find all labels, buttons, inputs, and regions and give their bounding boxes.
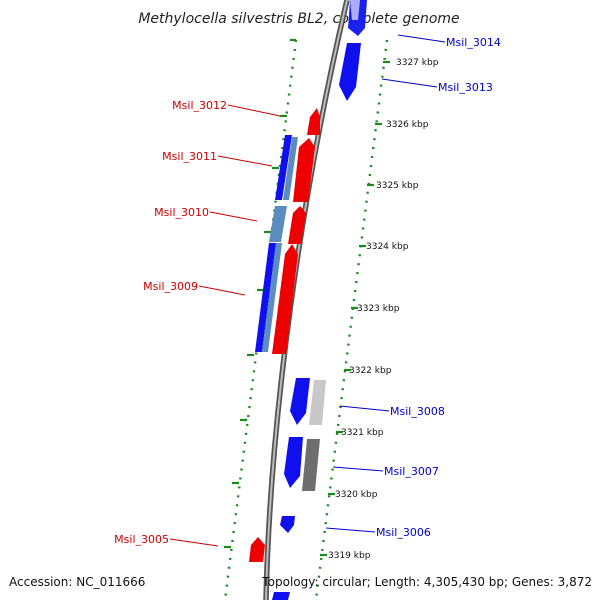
kbp-label: 3327 kbp xyxy=(396,58,439,68)
gene-feature-msil-3011[interactable] xyxy=(293,138,315,202)
gene-feature-msil-3009[interactable] xyxy=(272,244,298,354)
outer-ruler-ticks xyxy=(320,60,390,557)
kbp-labels: 3327 kbp 3326 kbp 3325 kbp 3324 kbp 3323… xyxy=(328,58,439,561)
gene-feature-msil-3010-cds xyxy=(269,206,287,242)
gene-feature-msil-3012[interactable] xyxy=(307,108,320,135)
map-title: Methylocella silvestris BL2, complete ge… xyxy=(138,11,459,27)
accession-text: Accession: NC_011666 xyxy=(9,575,145,589)
kbp-label: 3325 kbp xyxy=(376,181,419,191)
gene-label-msil-3009[interactable]: Msil_3009 xyxy=(143,280,198,293)
inner-ruler-ticks xyxy=(224,38,296,549)
kbp-label: 3324 kbp xyxy=(366,242,409,252)
genome-backbone xyxy=(263,0,350,600)
topology-text: Topology: circular; Length: 4,305,430 bp… xyxy=(261,575,592,589)
gene-feature-msil-3009-cds-light xyxy=(262,243,282,352)
gene-label-msil-3014[interactable]: Msil_3014 xyxy=(446,36,501,49)
kbp-label: 3321 kbp xyxy=(341,428,384,438)
forward-labels: Msil_3014 Msil_3013 Msil_3008 Msil_3007 … xyxy=(325,34,501,539)
gene-feature-bottom-partial xyxy=(272,592,290,600)
reverse-labels: Msil_3012 Msil_3011 Msil_3010 Msil_3009 … xyxy=(114,99,281,547)
kbp-label: 3326 kbp xyxy=(386,120,429,130)
kbp-label: 3319 kbp xyxy=(328,551,371,561)
kbp-label: 3320 kbp xyxy=(335,490,378,500)
forward-features xyxy=(272,0,367,600)
kbp-label: 3323 kbp xyxy=(357,304,400,314)
gene-label-msil-3005[interactable]: Msil_3005 xyxy=(114,533,169,546)
gene-label-msil-3007[interactable]: Msil_3007 xyxy=(384,465,439,478)
gene-feature-msil-3006[interactable] xyxy=(280,516,295,533)
gene-label-msil-3012[interactable]: Msil_3012 xyxy=(172,99,227,112)
gene-label-msil-3011[interactable]: Msil_3011 xyxy=(162,150,217,163)
gene-label-msil-3008[interactable]: Msil_3008 xyxy=(390,405,445,418)
gene-feature-msil-3014-shade xyxy=(350,0,360,20)
gene-feature-msil-3011-cds xyxy=(275,135,292,200)
gene-feature-msil-3013[interactable] xyxy=(339,43,361,101)
gene-feature-msil-3008-pseudo xyxy=(309,380,326,425)
gene-feature-msil-3007[interactable] xyxy=(284,437,303,488)
gene-feature-msil-3011-cds-light xyxy=(283,137,298,200)
reverse-features xyxy=(249,108,320,562)
gene-feature-msil-3008[interactable] xyxy=(290,378,310,425)
gene-label-msil-3010[interactable]: Msil_3010 xyxy=(154,206,209,219)
gene-feature-msil-3005[interactable] xyxy=(249,537,265,562)
gene-feature-msil-3010[interactable] xyxy=(288,206,306,244)
kbp-label: 3322 kbp xyxy=(349,366,392,376)
gene-label-msil-3013[interactable]: Msil_3013 xyxy=(438,81,493,94)
gene-label-msil-3006[interactable]: Msil_3006 xyxy=(376,526,431,539)
genome-backbone-highlight xyxy=(265,0,348,600)
gene-feature-msil-3009-cds xyxy=(255,243,276,352)
gene-feature-msil-3007-pseudo xyxy=(302,439,320,491)
